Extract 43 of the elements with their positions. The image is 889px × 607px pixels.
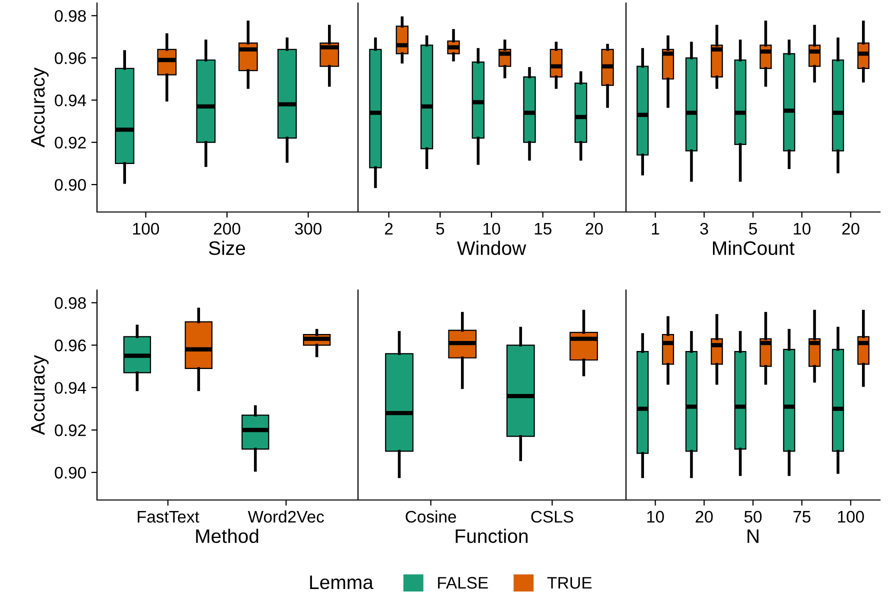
y-tick-label: 0.94 [54, 94, 86, 106]
x-tick-label: 20 [696, 510, 713, 523]
x-tick-label: Cosine [406, 510, 456, 523]
x-tick-label: 300 [294, 222, 322, 235]
x-tick-label: 10 [647, 510, 664, 523]
x-tick-label: 20 [586, 222, 603, 235]
x-axis-title: N [748, 529, 758, 543]
legend-label: FALSE [438, 576, 488, 589]
x-tick-label: Word2Vec [248, 510, 324, 523]
y-tick-label: 0.98 [54, 297, 86, 309]
x-tick-label: 5 [436, 223, 444, 235]
x-axis-title: Function [456, 528, 528, 544]
legend-title: Lemma [310, 576, 374, 590]
y-tick-label: 0.96 [54, 52, 86, 64]
x-tick-label: CSLS [531, 510, 574, 523]
y-tick-label: 0.90 [54, 466, 86, 479]
x-tick-label: 15 [534, 223, 552, 235]
x-tick-label: 5 [749, 223, 757, 235]
y-tick-label: 0.98 [54, 10, 86, 22]
x-tick-label: 10 [794, 222, 810, 235]
x-tick-label: FastText [138, 511, 200, 523]
x-tick-label: 200 [214, 222, 240, 235]
x-tick-label: 1 [652, 223, 660, 234]
y-axis-title: Accuracy [31, 68, 49, 148]
y-tick-label: 0.92 [54, 136, 86, 149]
y-tick-label: 0.96 [54, 340, 86, 352]
x-axis-title: Window [457, 240, 526, 256]
x-tick-label: 50 [744, 510, 762, 523]
x-tick-label: 100 [133, 222, 160, 235]
x-tick-label: 75 [793, 511, 810, 523]
legend-label: TRUE [547, 577, 592, 589]
x-axis-title: Size [208, 240, 246, 256]
y-tick-label: 0.92 [54, 424, 86, 436]
x-tick-label: 100 [838, 510, 864, 523]
y-axis-title: Accuracy [31, 355, 49, 435]
x-tick-label: 2 [385, 222, 393, 234]
x-axis-title: MinCount [712, 240, 794, 256]
y-tick-label: 0.94 [54, 382, 86, 394]
y-tick-label: 0.90 [54, 178, 86, 191]
x-tick-label: 10 [484, 222, 500, 235]
x-axis-title: Method [196, 528, 258, 544]
x-tick-label: 3 [700, 222, 708, 235]
x-tick-label: 20 [842, 222, 860, 235]
